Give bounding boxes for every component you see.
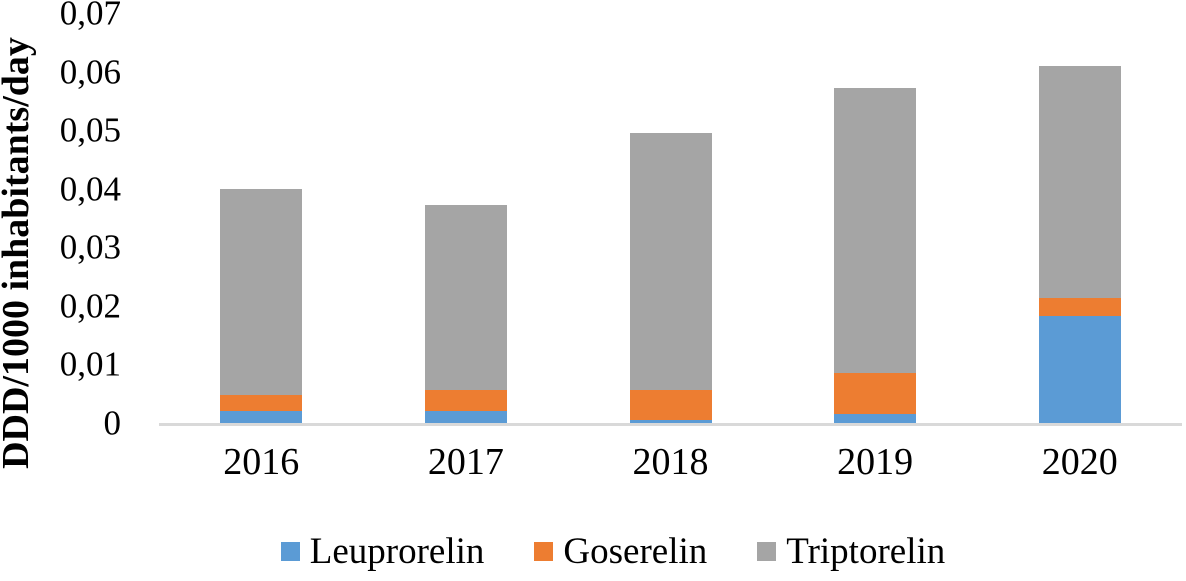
y-tick-label-0-01: 0,01 bbox=[59, 344, 121, 384]
bar-2016 bbox=[220, 188, 303, 423]
bar-2017 bbox=[424, 204, 507, 423]
bar-segment-goserelin-2016 bbox=[220, 395, 303, 412]
bar-2019 bbox=[834, 87, 917, 423]
bar-segment-goserelin-2017 bbox=[424, 389, 507, 412]
bar-segment-triptorelin-2016 bbox=[220, 188, 303, 396]
bar-segment-goserelin-2020 bbox=[1038, 297, 1121, 317]
x-tick-label-2020: 2020 bbox=[1041, 441, 1118, 483]
y-tick-label-0-03: 0,03 bbox=[59, 227, 121, 267]
bar-2018 bbox=[629, 132, 712, 423]
y-tick-label-0-06: 0,06 bbox=[59, 52, 121, 92]
bar-segment-triptorelin-2018 bbox=[629, 132, 712, 391]
y-tick-label-0: 0 bbox=[103, 403, 122, 443]
x-tick-label-2017: 2017 bbox=[427, 441, 504, 483]
y-tick-label-0-07: 0,07 bbox=[59, 0, 121, 33]
legend-swatch-icon bbox=[757, 542, 777, 561]
plot-area bbox=[159, 0, 1182, 426]
bar-segment-leuprorelin-2018 bbox=[629, 420, 712, 423]
y-tick-label-0-04: 0,04 bbox=[59, 169, 121, 209]
bar-segment-triptorelin-2020 bbox=[1038, 65, 1121, 298]
legend-swatch-icon bbox=[534, 542, 554, 561]
legend-item-goserelin: Goserelin bbox=[534, 533, 707, 570]
legend-item-leuprorelin: Leuprorelin bbox=[280, 531, 485, 572]
bar-segment-leuprorelin-2020 bbox=[1038, 316, 1121, 423]
bar-segment-leuprorelin-2016 bbox=[220, 411, 303, 423]
legend-label: Leuprorelin bbox=[309, 531, 485, 572]
x-tick-label-2016: 2016 bbox=[223, 441, 300, 483]
legend-label: Triptorelin bbox=[786, 531, 946, 572]
y-tick-label-0-05: 0,05 bbox=[59, 110, 121, 150]
x-tick-label-2019: 2019 bbox=[837, 441, 914, 483]
bar-segment-triptorelin-2019 bbox=[834, 87, 917, 374]
bar-segment-goserelin-2019 bbox=[834, 373, 917, 415]
legend-item-triptorelin: Triptorelin bbox=[757, 533, 945, 570]
y-tick-label-0-02: 0,02 bbox=[59, 286, 121, 326]
legend-swatch-icon bbox=[280, 542, 300, 561]
legend: Leuprorelin Goserelin Triptorelin bbox=[0, 533, 1186, 570]
bar-segment-triptorelin-2017 bbox=[424, 204, 507, 390]
bar-segment-goserelin-2018 bbox=[629, 390, 712, 421]
legend-label: Goserelin bbox=[563, 531, 708, 572]
bar-2020 bbox=[1038, 65, 1121, 423]
bar-segment-leuprorelin-2019 bbox=[834, 414, 917, 423]
x-tick-label-2018: 2018 bbox=[632, 441, 709, 483]
bar-segment-leuprorelin-2017 bbox=[424, 411, 507, 423]
